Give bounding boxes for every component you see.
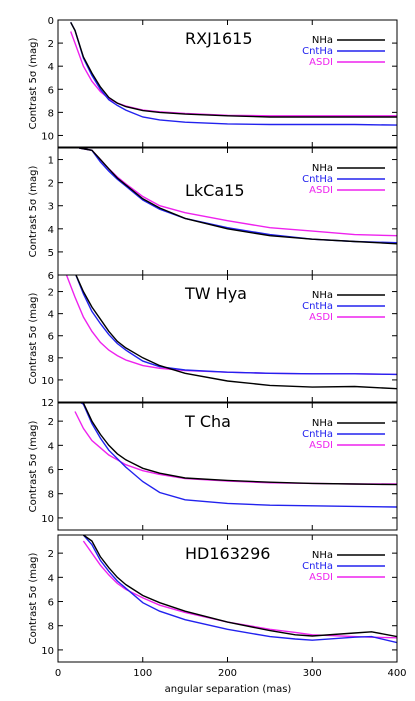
series-lines bbox=[79, 148, 397, 245]
y-tick-label: 10 bbox=[41, 514, 54, 525]
legend-label-cntha: CntHa bbox=[302, 429, 333, 440]
panel-title: RXJ1615 bbox=[185, 29, 253, 48]
legend-label-cntha: CntHa bbox=[302, 301, 333, 312]
legend-label-nha: NHa bbox=[312, 35, 333, 46]
y-tick-label: 2 bbox=[48, 39, 54, 50]
series-line-nha bbox=[75, 275, 397, 390]
x-axis-label: angular separation (mas) bbox=[165, 684, 292, 695]
panel-title: HD163296 bbox=[185, 544, 270, 563]
y-tick-label: 8 bbox=[48, 622, 54, 633]
series-line-nha bbox=[70, 21, 397, 118]
legend-label-nha: NHa bbox=[312, 290, 333, 301]
series-lines bbox=[74, 403, 397, 508]
y-tick-label: 2 bbox=[48, 417, 54, 428]
y-tick-label: 8 bbox=[48, 490, 54, 501]
x-tick-label: 200 bbox=[218, 668, 237, 679]
series-lines bbox=[82, 535, 397, 644]
series-line-asdi bbox=[82, 540, 397, 639]
y-tick-label: 4 bbox=[48, 441, 54, 452]
y-tick-label: 8 bbox=[48, 354, 54, 365]
legend-label-cntha: CntHa bbox=[302, 561, 333, 572]
series-line-cntha bbox=[75, 275, 397, 376]
plot-frame bbox=[57, 147, 398, 276]
legend-label-nha: NHa bbox=[312, 163, 333, 174]
y-tick-label: 6 bbox=[48, 466, 54, 477]
y-tick-label: 6 bbox=[48, 332, 54, 343]
legend-label-asdi: ASDI bbox=[309, 185, 333, 196]
y-axis-label: Contrast 5σ (mag) bbox=[28, 38, 39, 130]
y-axis-label: Contrast 5σ (mag) bbox=[28, 293, 39, 385]
panel-1: 1 2 3 4 5 6 Contrast 5σ (mag) LkCa15 NHaCntHaASD… bbox=[28, 147, 398, 282]
series-line-cntha bbox=[82, 535, 397, 644]
legend-label-cntha: CntHa bbox=[302, 46, 333, 57]
y-tick-label: 10 bbox=[41, 131, 54, 142]
legend-label-asdi: ASDI bbox=[309, 312, 333, 323]
series-line-cntha bbox=[70, 21, 397, 126]
y-axis-label: Contrast 5σ (mag) bbox=[28, 421, 39, 513]
y-tick-label: 10 bbox=[41, 376, 54, 387]
y-tick-label: 2 bbox=[48, 288, 54, 299]
y-tick-label: 1 bbox=[48, 156, 54, 167]
panel-title: T Cha bbox=[184, 412, 231, 431]
legend-label-asdi: ASDI bbox=[309, 572, 333, 583]
y-tick-label: 0 bbox=[48, 16, 54, 27]
legend-label-asdi: ASDI bbox=[309, 57, 333, 68]
y-tick-label: 4 bbox=[48, 225, 54, 236]
x-tick-label: 300 bbox=[303, 668, 322, 679]
panel-title: TW Hya bbox=[184, 284, 247, 303]
y-axis-label: Contrast 5σ (mag) bbox=[28, 166, 39, 258]
y-tick-label: 6 bbox=[48, 85, 54, 96]
y-tick-label: 4 bbox=[48, 62, 54, 73]
y-tick-label: 2 bbox=[48, 179, 54, 190]
y-tick-label: 5 bbox=[48, 248, 54, 259]
y-tick-label: 2 bbox=[48, 549, 54, 560]
y-tick-label: 10 bbox=[41, 646, 54, 657]
x-tick-label: 100 bbox=[133, 668, 152, 679]
y-tick-label: 8 bbox=[48, 108, 54, 119]
legend-label-asdi: ASDI bbox=[309, 440, 333, 451]
y-tick-label: 6 bbox=[48, 598, 54, 609]
shared-x-axis: 0 100 200 300 400 bbox=[55, 668, 407, 679]
y-axis-label: Contrast 5σ (mag) bbox=[28, 553, 39, 645]
y-tick-label: 4 bbox=[48, 573, 54, 584]
x-tick-label: 400 bbox=[387, 668, 406, 679]
y-tick-label: 12 bbox=[41, 398, 54, 409]
x-tick-label: 0 bbox=[55, 668, 61, 679]
series-lines bbox=[70, 21, 397, 126]
y-tick-label: 6 bbox=[48, 271, 54, 282]
series-line-nha bbox=[82, 535, 397, 638]
panel-2: 2 4 6 8 10 12 Contrast 5σ (mag) TW Hya NHaCntHaA… bbox=[28, 274, 398, 409]
y-tick-label: 4 bbox=[48, 310, 54, 321]
series-line-nha bbox=[79, 148, 397, 245]
legend-label-nha: NHa bbox=[312, 418, 333, 429]
series-lines bbox=[65, 275, 397, 390]
panel-title: LkCa15 bbox=[185, 181, 245, 200]
legend-label-nha: NHa bbox=[312, 550, 333, 561]
series-line-cntha bbox=[79, 403, 397, 508]
legend-label-cntha: CntHa bbox=[302, 174, 333, 185]
y-tick-label: 3 bbox=[48, 202, 54, 213]
series-line-nha bbox=[81, 403, 397, 486]
